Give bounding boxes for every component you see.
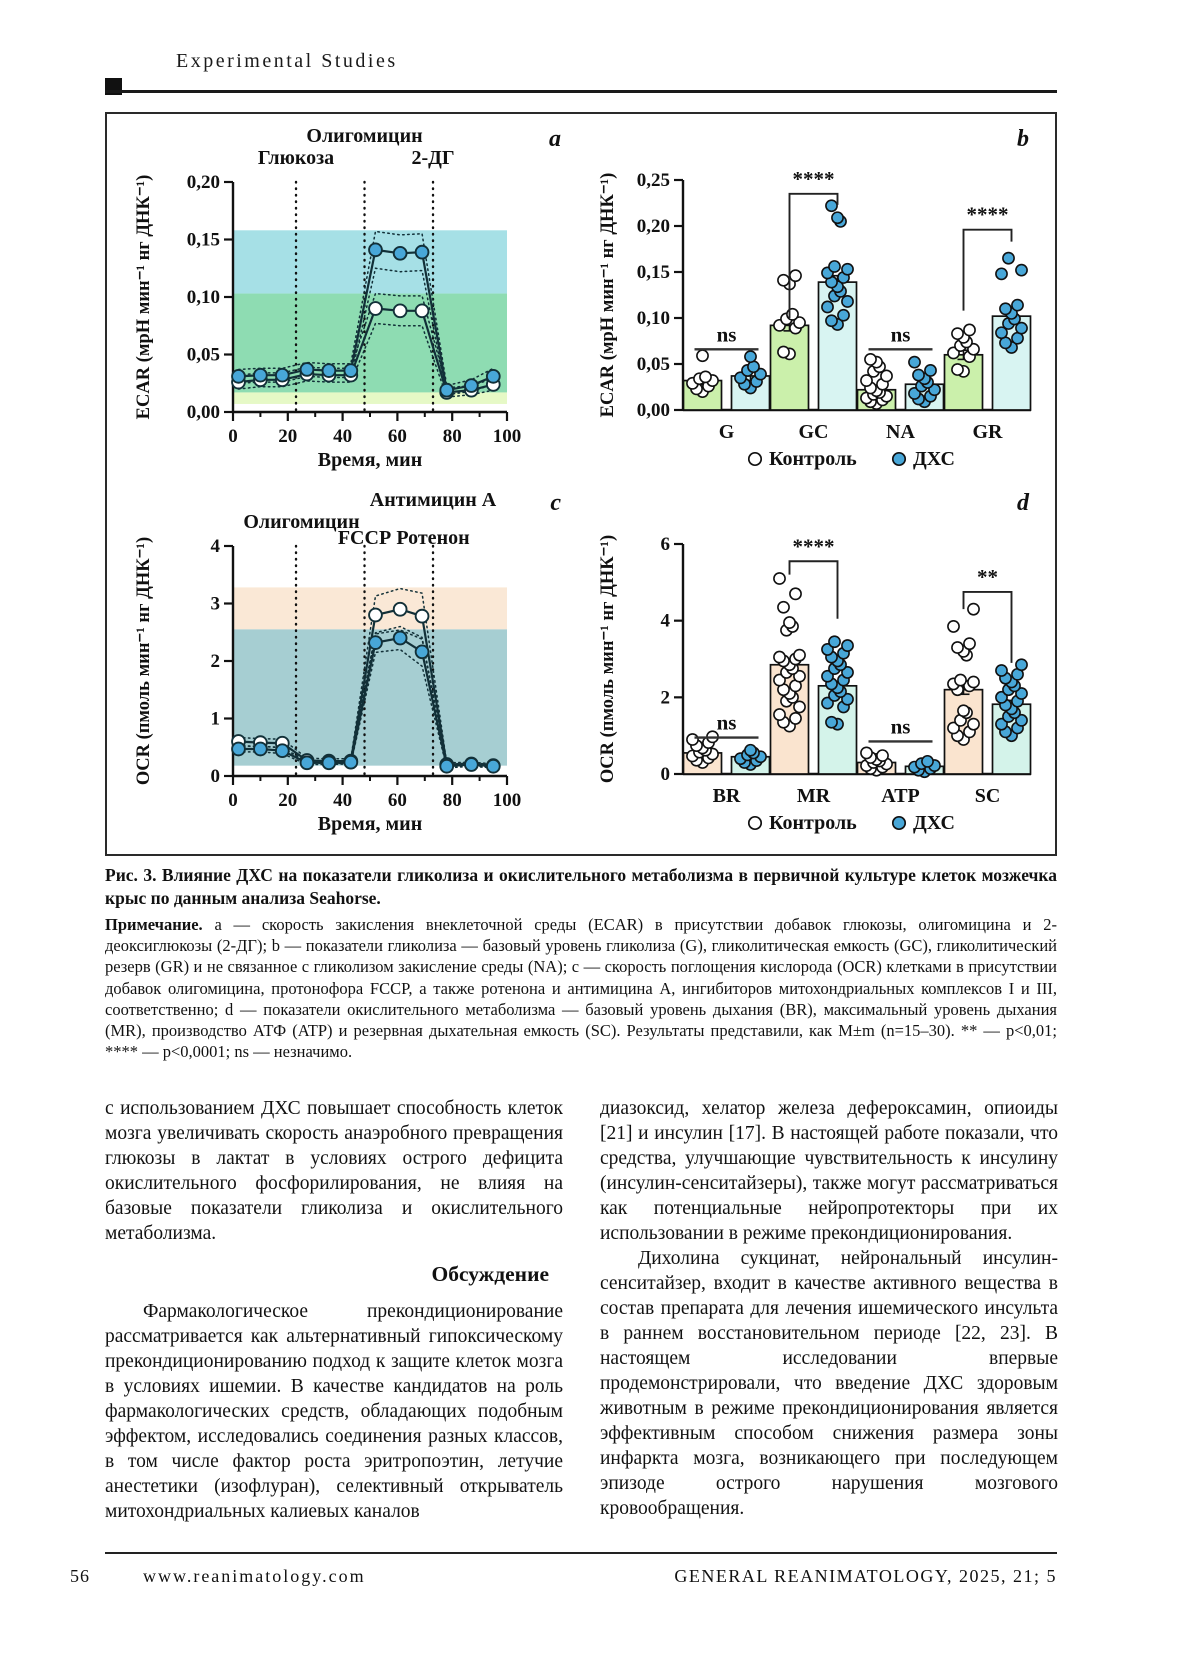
chart-panel-a-ecar-line: 0 20 40 60 80 100 0,00 0,05 0,10 0,15 0,20 Олигомиц… — [115, 120, 577, 478]
svg-text:60: 60 — [388, 426, 407, 447]
svg-text:0,00: 0,00 — [187, 402, 220, 423]
paragraph: диазоксид, хелатор железа дефероксамин, … — [600, 1098, 1058, 1244]
svg-text:BR: BR — [713, 785, 741, 807]
svg-text:0: 0 — [228, 426, 238, 447]
svg-text:OCR (пмоль мин⁻¹ нг ДНК⁻¹): OCR (пмоль мин⁻¹ нг ДНК⁻¹) — [598, 535, 618, 783]
page-number: 56 — [70, 1566, 90, 1586]
svg-text:ATP: ATP — [881, 785, 920, 807]
svg-text:d: d — [1017, 490, 1030, 516]
svg-text:0: 0 — [661, 764, 671, 785]
svg-text:ns: ns — [891, 714, 911, 738]
header-rule — [105, 90, 1057, 93]
svg-text:40: 40 — [333, 426, 352, 447]
svg-text:ДХС: ДХС — [913, 812, 955, 834]
paragraph: Дихолина сукцинат, нейрональный инсулин-… — [600, 1248, 1058, 1519]
running-head: Experimental Studies — [176, 50, 398, 72]
svg-text:0,15: 0,15 — [637, 262, 670, 283]
svg-text:Время, мин: Время, мин — [318, 449, 422, 471]
svg-text:0: 0 — [211, 766, 221, 787]
figure-caption-block: Рис. 3. Влияние ДХС на показатели гликол… — [105, 864, 1057, 1062]
journal-website[interactable]: www.reanimatology.com — [143, 1566, 366, 1586]
svg-text:MR: MR — [797, 785, 831, 807]
svg-text:0,20: 0,20 — [637, 216, 670, 237]
svg-text:Ротенон: Ротенон — [396, 527, 469, 549]
svg-text:1: 1 — [211, 709, 221, 730]
note-label: Примечание. — [105, 915, 203, 935]
body-column-left: с использованием ДХС повышает способност… — [105, 1096, 563, 1524]
svg-text:20: 20 — [278, 426, 297, 447]
svg-text:****: **** — [793, 167, 835, 191]
svg-text:0,10: 0,10 — [637, 308, 670, 329]
figure-caption-title: Рис. 3. Влияние ДХС на показатели гликол… — [105, 865, 1057, 909]
svg-text:40: 40 — [333, 790, 352, 811]
svg-text:100: 100 — [493, 426, 522, 447]
svg-text:0,10: 0,10 — [187, 287, 220, 308]
svg-text:G: G — [719, 421, 735, 443]
svg-text:ДХС: ДХС — [913, 448, 955, 470]
svg-text:Олигомицин: Олигомицин — [306, 125, 422, 147]
body-column-right: диазоксид, хелатор железа дефероксамин, … — [600, 1096, 1058, 1521]
svg-text:80: 80 — [443, 426, 462, 447]
svg-text:0,15: 0,15 — [187, 230, 220, 251]
svg-text:0,00: 0,00 — [637, 400, 670, 421]
svg-text:80: 80 — [443, 790, 462, 811]
chart-panel-d-ocr-bars: 0 2 4 6 BR MR ATP SC ns **** ns ** Контроль ДХС OCR (п… — [583, 484, 1045, 842]
svg-text:4: 4 — [211, 536, 221, 557]
svg-text:2: 2 — [661, 687, 671, 708]
svg-text:****: **** — [793, 534, 835, 558]
svg-text:b: b — [1017, 126, 1029, 152]
svg-text:NA: NA — [886, 421, 915, 443]
svg-text:2-ДГ: 2-ДГ — [411, 147, 454, 169]
chart-panel-b-ecar-bars: 0,00 0,05 0,10 0,15 0,20 0,25 G GC NA GR ns **** ns *… — [583, 120, 1045, 478]
svg-text:ns: ns — [891, 322, 911, 346]
svg-text:0,25: 0,25 — [637, 170, 670, 191]
svg-text:ECAR (мрН мин⁻¹ нг ДНК⁻¹): ECAR (мрН мин⁻¹ нг ДНК⁻¹) — [598, 173, 618, 418]
svg-text:60: 60 — [388, 790, 407, 811]
svg-text:ns: ns — [717, 711, 737, 735]
svg-text:3: 3 — [211, 594, 221, 615]
svg-text:FCCP: FCCP — [338, 527, 391, 549]
paragraph: с использованием ДХС повышает способност… — [105, 1098, 563, 1244]
svg-text:****: **** — [967, 203, 1009, 227]
svg-text:Контроль: Контроль — [769, 812, 857, 834]
svg-text:0,20: 0,20 — [187, 172, 220, 193]
figure-caption-note: Примечание. a — скорость закисления внек… — [105, 914, 1057, 1062]
svg-text:0: 0 — [228, 790, 238, 811]
svg-text:ns: ns — [717, 322, 737, 346]
svg-text:ECAR (мрН мин⁻¹ нг ДНК⁻¹): ECAR (мрН мин⁻¹ нг ДНК⁻¹) — [134, 175, 154, 420]
chart-panel-c-ocr-line: 0 20 40 60 80 100 0 1 2 3 4 Антимицин А Олигомицин FC… — [115, 484, 577, 842]
figure-3: 0 20 40 60 80 100 0,00 0,05 0,10 0,15 0,20 Олигомиц… — [105, 112, 1057, 856]
footer-rule — [105, 1552, 1057, 1554]
svg-text:100: 100 — [493, 790, 522, 811]
svg-text:2: 2 — [211, 651, 221, 672]
svg-text:**: ** — [977, 565, 998, 589]
svg-text:OCR (пмоль мин⁻¹ нг ДНК⁻¹): OCR (пмоль мин⁻¹ нг ДНК⁻¹) — [134, 537, 154, 785]
svg-text:0,05: 0,05 — [187, 345, 220, 366]
svg-text:GR: GR — [973, 421, 1004, 443]
svg-text:Антимицин А: Антимицин А — [370, 489, 497, 511]
svg-text:Олигомицин: Олигомицин — [243, 511, 359, 533]
svg-text:0,05: 0,05 — [637, 354, 670, 375]
svg-text:GC: GC — [799, 421, 829, 443]
section-heading-discussion: Обсуждение — [431, 1262, 549, 1286]
svg-text:Глюкоза: Глюкоза — [258, 147, 334, 169]
svg-text:a: a — [549, 126, 561, 152]
svg-text:c: c — [550, 490, 561, 516]
svg-text:6: 6 — [661, 534, 671, 555]
svg-text:SC: SC — [975, 785, 1001, 807]
svg-text:20: 20 — [278, 790, 297, 811]
journal-issue-label: GENERAL REANIMATOLOGY, 2025, 21; 5 — [674, 1566, 1057, 1586]
svg-text:4: 4 — [661, 611, 671, 632]
paragraph: Фармакологическое прекондиционирование р… — [105, 1301, 563, 1522]
svg-text:Время, мин: Время, мин — [318, 813, 422, 835]
note-text: a — скорость закисления внеклеточной сре… — [105, 915, 1057, 1061]
svg-text:Контроль: Контроль — [769, 448, 857, 470]
